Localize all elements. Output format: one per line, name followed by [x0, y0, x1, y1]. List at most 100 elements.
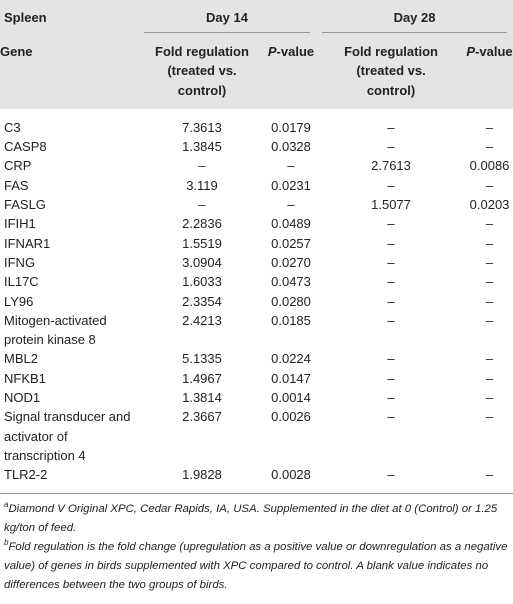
table-cell: –: [387, 235, 395, 251]
footnote: bFold regulation is the fold change (upr…: [4, 538, 509, 595]
table-cell: 0.0489: [271, 216, 311, 232]
gene-cell: FAS: [4, 177, 29, 193]
table-cell: –: [485, 467, 494, 483]
gene-cell: CRP: [4, 158, 32, 174]
table-row: IL17C 1.6033 0.0473 – –: [0, 272, 513, 291]
table-cell: –: [287, 197, 295, 213]
gene-cell: FASLG: [4, 197, 46, 213]
table-row: NOD1 1.3814 0.0014 – –: [0, 388, 513, 407]
table-cell: –: [485, 235, 494, 251]
gene-cell: CASP8: [4, 139, 47, 155]
table-cell: –: [485, 216, 494, 232]
column-header: Fold regulation (treated vs. control): [155, 44, 249, 98]
table-row: IFNG 3.0904 0.0270 – –: [0, 253, 513, 272]
table-row: Signal transducer and activator of trans…: [0, 407, 513, 465]
footnote: aDiamond V Original XPC, Cedar Rapids, I…: [4, 500, 509, 538]
table-cell: –: [387, 312, 395, 328]
column-header: Gene: [0, 44, 33, 59]
table-cell: –: [198, 197, 206, 213]
table-cell: 1.3845: [182, 139, 222, 155]
table-cell: 3.119: [186, 177, 218, 193]
text: -value: [276, 44, 315, 59]
gene-cell: MBL2: [4, 351, 38, 367]
table-cell: 0.0014: [271, 390, 311, 406]
footnote-mark: a: [4, 499, 9, 509]
table-cell: –: [387, 370, 395, 386]
table-cell: –: [387, 390, 395, 406]
table-cell: –: [387, 119, 395, 135]
gene-cell: TLR2-2: [4, 467, 48, 483]
table-row: TLR2-2 1.9828 0.0028 – –: [0, 465, 513, 493]
table-cell: 0.0231: [271, 177, 311, 193]
table-cell: –: [387, 177, 395, 193]
table-cell: –: [485, 139, 494, 155]
gene-cell: Signal transducer and activator of trans…: [4, 409, 131, 463]
gene-cell: IFIH1: [4, 216, 36, 232]
table-cell: 2.3354: [182, 293, 222, 309]
table-cell: –: [485, 254, 494, 270]
table-cell: 7.3613: [182, 119, 222, 135]
table-cell: 1.5519: [182, 235, 222, 251]
column-header: P-value: [266, 34, 316, 109]
table-row: IFNAR1 1.5519 0.0257 – –: [0, 234, 513, 253]
footnote-mark: b: [4, 537, 9, 547]
table-row: MBL2 5.1335 0.0224 – –: [0, 349, 513, 368]
table-cell: 0.0280: [271, 293, 311, 309]
table-cell: 0.0224: [271, 351, 311, 367]
table-cell: 2.7613: [371, 158, 411, 174]
italic: P: [267, 44, 277, 59]
table-cell: –: [387, 409, 395, 425]
table-cell: –: [485, 312, 494, 328]
table-row: NFKB1 1.4967 0.0147 – –: [0, 369, 513, 388]
gene-cell: LY96: [4, 293, 34, 309]
gene-cell: NOD1: [4, 390, 41, 406]
table-cell: 1.5077: [371, 197, 411, 213]
gene-cell: NFKB1: [4, 370, 46, 386]
table-cell: 0.0026: [271, 409, 311, 425]
table-cell: 2.2836: [182, 216, 222, 232]
group-header: Day 14: [144, 8, 311, 34]
table-cell: 0.0257: [271, 235, 311, 251]
column-header: P-value: [466, 34, 513, 109]
table-row: C3 7.3613 0.0179 – –: [0, 109, 513, 137]
table-cell: 2.4213: [182, 312, 222, 328]
table-cell: –: [387, 216, 395, 232]
table-cell: 0.0270: [271, 254, 311, 270]
table-cell: –: [387, 139, 395, 155]
table-cell: 0.0203: [469, 197, 510, 213]
table-cell: –: [485, 119, 494, 135]
table-body: C3 7.3613 0.0179 – – CASP8 1.3845 0.0328 – – CRP – –…: [0, 109, 513, 494]
table-cell: –: [287, 158, 295, 174]
gene-cell: IFNAR1: [4, 235, 51, 251]
footnote-text: Fold regulation is the fold change (upre…: [4, 540, 508, 591]
table-row: IFIH1 2.2836 0.0489 – –: [0, 214, 513, 233]
gene-cell: Mitogen-activated protein kinase 8: [4, 312, 107, 348]
table-cell: 1.6033: [182, 274, 222, 290]
table-cell: –: [387, 254, 395, 270]
table-cell: 0.0473: [271, 274, 311, 290]
table-cell: 1.4967: [182, 370, 222, 386]
table-cell: 2.3667: [182, 409, 222, 425]
table-cell: 1.3814: [182, 390, 222, 406]
table-cell: –: [387, 467, 395, 483]
data-table: Spleen Day 14 Day 28 Gene Fold regulatio…: [0, 0, 513, 494]
table-row: FASLG – – 1.5077 0.0203: [0, 195, 513, 214]
gene-cell: C3: [4, 119, 21, 135]
table-cell: –: [485, 351, 494, 367]
table-cell: –: [485, 274, 494, 290]
footnote-text: Diamond V Original XPC, Cedar Rapids, IA…: [4, 502, 498, 534]
table-row: FAS 3.119 0.0231 – –: [0, 176, 513, 195]
table-cell: 0.0147: [271, 370, 311, 386]
table-row: LY96 2.3354 0.0280 – –: [0, 292, 513, 311]
table-cell: 0.0086: [469, 158, 510, 174]
table-cell: –: [387, 274, 395, 290]
group-header: Day 28: [322, 8, 508, 34]
table-cell: –: [387, 351, 395, 367]
italic: P: [466, 44, 476, 59]
column-header: Fold regulation (treated vs. control): [344, 44, 438, 98]
table-cell: 1.9828: [182, 467, 222, 483]
table-cell: –: [485, 409, 494, 425]
group-header: Spleen: [4, 10, 47, 25]
table-cell: 5.1335: [182, 351, 222, 367]
